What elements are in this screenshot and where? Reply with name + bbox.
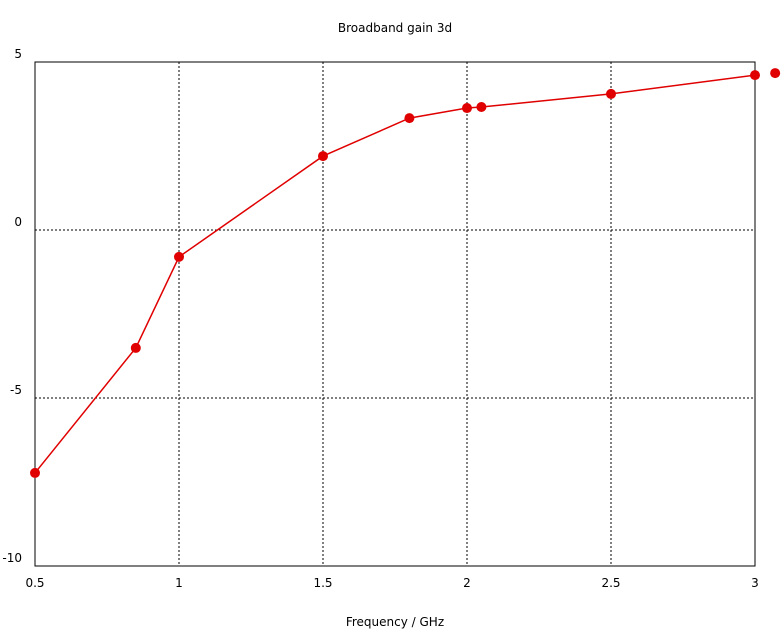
data-point xyxy=(174,251,184,262)
x-tick-label: 3 xyxy=(751,576,759,590)
data-point xyxy=(750,70,760,81)
y-tick-label: 5 xyxy=(14,47,22,61)
x-tick-label: 2.5 xyxy=(601,576,620,590)
y-tick-label: -5 xyxy=(10,383,22,397)
x-tick-label: 0.5 xyxy=(25,576,44,590)
data-point xyxy=(770,68,781,79)
data-point xyxy=(318,151,328,162)
data-point xyxy=(130,342,141,353)
data-point xyxy=(462,103,472,114)
x-tick-label: 1 xyxy=(175,576,183,590)
data-point xyxy=(476,102,487,113)
data-line xyxy=(35,74,755,474)
chart-title: Broadband gain 3d xyxy=(338,21,452,35)
y-tick-label: 0 xyxy=(14,215,22,229)
data-point xyxy=(30,467,40,478)
y-tick-label: -10 xyxy=(2,551,22,565)
x-axis-label: Frequency / GHz xyxy=(346,615,444,629)
plot-frame xyxy=(34,61,756,567)
data-point xyxy=(404,113,415,124)
x-tick-label: 2 xyxy=(463,576,471,590)
data-point xyxy=(606,88,616,99)
x-tick-label: 1.5 xyxy=(313,576,332,590)
